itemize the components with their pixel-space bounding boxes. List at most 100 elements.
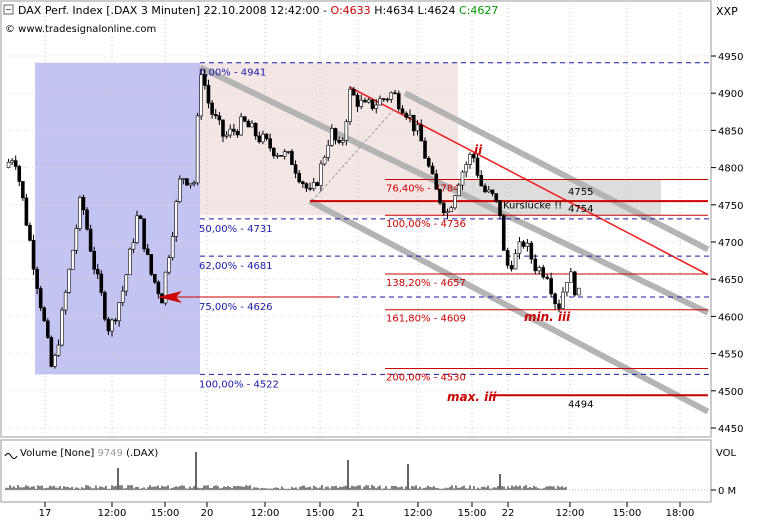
x-tick-label-8: 15:00 (458, 508, 487, 519)
fib-ext-label-2: 138,20% - 4657 (386, 278, 466, 289)
annotations: ii min. iii max. iii Kurslücke !! (158, 143, 571, 404)
candle-body-101 (366, 99, 371, 103)
candle-body-92 (333, 128, 338, 141)
candle-body-88 (319, 163, 323, 186)
candle-body-144 (529, 242, 534, 260)
candle-body-4 (17, 166, 22, 182)
candle-body-134 (490, 189, 495, 194)
y-tick-label-9: 4500 (718, 387, 743, 398)
candle-body-126 (460, 171, 465, 186)
candle-body-115 (419, 124, 424, 142)
x-tick-label-11: 15:00 (613, 508, 642, 519)
candle-body-90 (326, 144, 331, 158)
candle-body-69 (250, 122, 254, 128)
candle-body-47 (170, 236, 175, 258)
channel-upper (198, 64, 710, 316)
title-prefix: DAX Perf. Index [.DAX 3 Minuten] 22.10.2… (18, 4, 331, 17)
candle-body-146 (537, 267, 542, 272)
gap-level-0: 4755 (568, 187, 593, 198)
candle-body-142 (521, 241, 526, 247)
min-iii-label: min. iii (524, 310, 571, 324)
candle-body-62 (224, 134, 229, 137)
collapse-icon[interactable] (3, 4, 14, 15)
candle-body-100 (363, 99, 367, 103)
candle-body-6 (24, 197, 29, 226)
candle-body-61 (221, 119, 225, 137)
candle-body-57 (206, 85, 211, 104)
trend-dashed (311, 107, 396, 202)
candle-body-39 (142, 218, 146, 250)
candle-body-143 (525, 242, 530, 247)
channel-right (403, 90, 710, 253)
candle-body-66 (239, 116, 243, 136)
candle-body-74 (268, 138, 272, 149)
x-tick-label-1: 12:00 (98, 508, 127, 519)
fib-label-1: 50,00% - 4731 (199, 224, 273, 235)
y-tick-label-0: 4950 (718, 52, 743, 63)
candle-body-45 (163, 271, 168, 304)
candle-body-59 (213, 114, 218, 117)
candle-body-53 (192, 182, 196, 185)
candles (6, 69, 581, 369)
candle-body-116 (423, 140, 427, 159)
candle-body-105 (381, 98, 386, 101)
candle-body-139 (509, 264, 514, 270)
candle-body-130 (475, 157, 480, 176)
x-tick-label-3: 20 (201, 508, 214, 519)
x-tick-label-4: 12:00 (251, 508, 280, 519)
candle-body-137 (501, 215, 506, 251)
fib-label-2: 62,00% - 4681 (199, 261, 273, 272)
candle-body-63 (228, 128, 233, 136)
candle-body-93 (337, 139, 341, 143)
candle-body-17 (63, 292, 68, 311)
fib-ext-label-4: 200,00% - 4530 (386, 372, 466, 383)
candle-body-132 (483, 185, 487, 193)
fib-ext-label-0: 76,40% - 4784 (386, 184, 460, 195)
y-axis: 4950 4900 4850 4800 4750 4700 4650 4600 4550 4500… (711, 52, 743, 435)
gap-level-1: 4754 (568, 204, 593, 215)
x-tick-label-0: 17 (39, 508, 52, 519)
candle-body-7 (28, 224, 32, 241)
wave-ii-label: ii (474, 143, 483, 157)
candle-body-48 (174, 201, 179, 237)
candle-body-103 (374, 104, 379, 109)
candle-body-16 (60, 309, 64, 346)
candle-body-3 (13, 160, 18, 167)
candle-body-85 (308, 187, 312, 190)
candle-body-138 (505, 250, 510, 266)
x-tick-label-10: 12:00 (556, 508, 585, 519)
candle-body-106 (385, 98, 390, 101)
high-value: H:4634 (374, 4, 414, 17)
fib-label-4: 100,00% - 4522 (199, 379, 279, 390)
y-tick-label-10: 4450 (718, 424, 743, 435)
candle-body-52 (188, 182, 193, 186)
candle-body-14 (53, 355, 57, 367)
candle-body-95 (344, 121, 349, 141)
fib-ext-label-1: 100,00% - 4736 (386, 219, 466, 230)
x-tick-label-7: 12:00 (404, 508, 433, 519)
candle-body-129 (471, 154, 476, 159)
candle-body-133 (486, 189, 491, 193)
y-tick-label-6: 4650 (718, 275, 743, 286)
candle-body-64 (232, 128, 236, 132)
candle-body-29 (106, 318, 111, 332)
candle-body-23 (85, 209, 89, 230)
volume-label: Volume [None] 9749 (.DAX) (20, 448, 158, 459)
candle-body-71 (257, 135, 262, 143)
x-tick-label-2: 15:00 (151, 508, 180, 519)
candle-body-135 (494, 193, 499, 201)
y-tick-label-8: 4550 (718, 350, 743, 361)
candle-body-154 (569, 271, 573, 283)
candle-body-119 (434, 173, 439, 190)
candle-body-104 (378, 98, 382, 106)
candle-body-55 (199, 74, 204, 117)
candle-body-84 (304, 183, 309, 189)
candle-body-21 (78, 197, 82, 229)
candle-body-27 (99, 273, 104, 293)
y-tick-label-4: 4750 (718, 201, 743, 212)
max-level-label: 4494 (568, 399, 593, 410)
candle-body-152 (561, 291, 565, 309)
candle-body-86 (311, 182, 316, 190)
y-tick-label-3: 4800 (718, 164, 743, 175)
candle-body-41 (149, 254, 154, 275)
